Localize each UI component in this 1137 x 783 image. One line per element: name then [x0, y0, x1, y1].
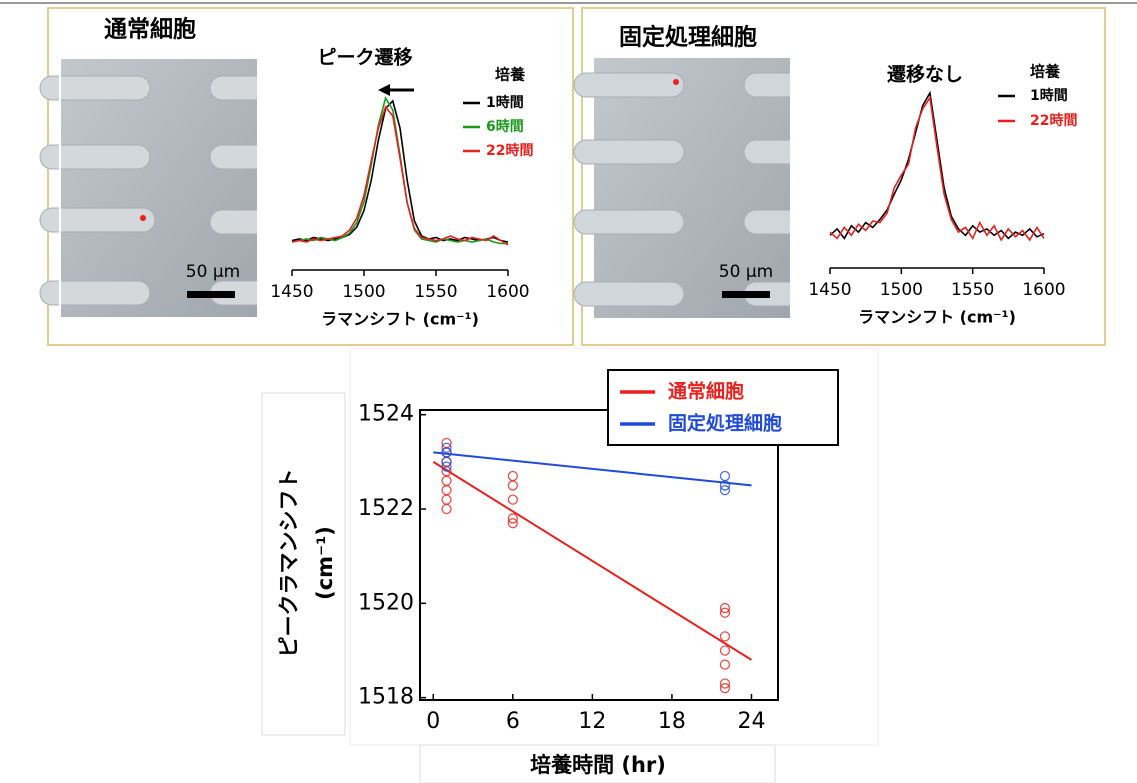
fit-line: [432, 461, 753, 661]
scale-label: 50 μm: [186, 262, 240, 282]
data-point: [719, 659, 731, 670]
x-tick-label: 1550: [414, 282, 457, 302]
legend-label: 1時間: [1030, 87, 1068, 104]
legend-title: 培養: [495, 66, 526, 84]
x-axis-label: ラマンシフト (cm⁻¹): [321, 310, 479, 329]
legend-label: 1時間: [486, 94, 524, 111]
data-point: [719, 607, 731, 618]
panel-title: 通常細胞: [104, 16, 196, 43]
data-point: [441, 503, 452, 515]
scale-label: 50 μm: [719, 262, 773, 282]
data-point: [507, 513, 518, 524]
data-point: [719, 631, 731, 642]
micrograph: [39, 56, 288, 320]
y-tick-label: 1524: [358, 402, 414, 427]
micrograph: [573, 56, 820, 320]
data-point: [719, 485, 731, 496]
x-tick-label: 1550: [951, 280, 994, 300]
panel-title: 固定処理細胞: [619, 24, 757, 51]
data-point: [441, 456, 452, 468]
legend-label: 22時間: [1030, 112, 1077, 129]
data-point: [507, 518, 518, 529]
plot-frame: [419, 409, 779, 701]
y-axis-label: (cm⁻¹): [313, 526, 337, 600]
x-tick-label: 1500: [342, 282, 385, 302]
data-point: [719, 602, 731, 614]
chart-title: 遷移なし: [887, 63, 963, 86]
x-axis-label: ラマンシフト (cm⁻¹): [858, 308, 1016, 327]
y-tick-label: 1520: [358, 590, 414, 615]
legend-label: 通常細胞: [668, 380, 744, 403]
y-tick-label: 1522: [358, 496, 414, 521]
fit-line: [433, 451, 752, 487]
data-point: [719, 678, 731, 689]
x-tick-label: 0: [426, 709, 440, 734]
x-tick-label: 18: [658, 709, 686, 734]
data-point: [507, 494, 518, 505]
data-point: [719, 645, 731, 656]
data-point: [441, 461, 452, 472]
spectrum-line: [291, 105, 509, 246]
x-tick-label: 1600: [486, 282, 529, 302]
ylabel-frame: [261, 392, 346, 736]
data-point: [441, 442, 452, 453]
legend-label: 6時間: [486, 118, 524, 135]
x-tick-label: 24: [737, 709, 765, 734]
legend-label: 22時間: [486, 142, 533, 159]
spectrum-line: [829, 90, 1045, 240]
legend-title: 培養: [1030, 63, 1061, 81]
y-tick-label: 1518: [358, 685, 414, 710]
x-tick-label: 6: [506, 709, 520, 734]
legend-label: 固定処理細胞: [668, 412, 782, 435]
x-axis-label: 培養時間 (hr): [530, 753, 666, 777]
spectrum-line: [829, 95, 1045, 242]
data-point: [719, 683, 731, 694]
data-point: [507, 480, 518, 491]
legend-frame: [607, 369, 839, 446]
x-tick-label: 1600: [1022, 280, 1065, 300]
chart-title: ピーク遷移: [317, 46, 412, 69]
x-tick-label: 1500: [880, 280, 923, 300]
x-tick-label: 1450: [270, 282, 313, 302]
data-point: [719, 480, 731, 491]
x-tick-label: 1450: [808, 280, 851, 300]
shift-arrow: [378, 84, 414, 96]
spectrum-line: [291, 99, 509, 243]
xlabel-frame: [419, 744, 776, 783]
x-tick-label: 12: [578, 709, 606, 734]
y-axis-label: ピークラマンシフト: [277, 469, 301, 658]
